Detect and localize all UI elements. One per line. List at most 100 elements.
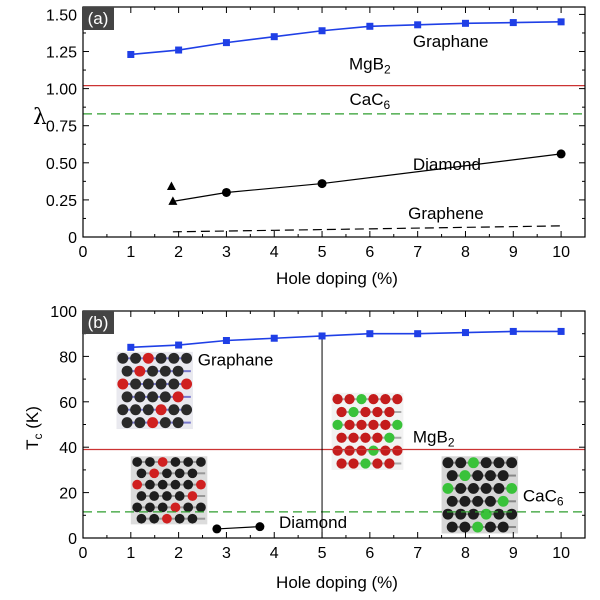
panel-b-series-graphane-point-7: [414, 330, 422, 338]
cac6-structure-atom: [484, 521, 496, 533]
panel-a-x-tick-label: 9: [509, 244, 518, 261]
graphane-structure-atom: [181, 404, 193, 416]
panel-a-annotation-main: Graphene: [408, 204, 484, 223]
graphane-structure-atom: [142, 404, 154, 416]
cac6-structure-atom: [497, 470, 509, 482]
panel-b-annotation-mgb: MgB2: [413, 428, 455, 450]
cac6-structure: [441, 456, 519, 534]
mgb2-structure-atom: [348, 432, 359, 443]
panel-b-insets: [116, 351, 519, 534]
panel-a-y-tick-label: 0: [68, 230, 77, 247]
graphane-structure-atom: [159, 365, 171, 377]
panel-b-x-tick-label: 3: [222, 545, 231, 562]
cac6-structure-atom: [459, 495, 471, 507]
panel-a-series-graphane-point-3: [222, 39, 230, 47]
cac6-structure-atom: [497, 521, 509, 533]
panel-a-x-tick-label: 7: [413, 244, 422, 261]
mgb2-structure-atom: [332, 394, 343, 405]
cac6-structure-atom: [497, 495, 509, 507]
panel-b-series-graphane-point-8: [461, 329, 469, 337]
panel-b-ylabel-main: T: [23, 440, 42, 450]
diamond-structure-atom: [132, 502, 143, 513]
cac6-structure-atom: [467, 508, 479, 520]
graphane-structure-atom: [172, 391, 184, 403]
panel-b-series-graphane-point-3: [222, 337, 230, 345]
cac6-structure-atom: [493, 457, 505, 469]
diamond-structure-atom: [149, 468, 160, 479]
panel-a-y-tick-label: 0.75: [46, 119, 77, 136]
diamond-structure-atom: [183, 457, 194, 467]
mgb2-structure-atom: [348, 458, 359, 469]
graphane-structure-atom: [147, 391, 159, 403]
cac6-structure-atom: [455, 457, 467, 469]
panel-a-label: (a): [82, 7, 114, 30]
graphane-structure-atom: [130, 378, 142, 390]
graphane-structure-atom: [172, 417, 184, 429]
mgb2-structure-atom: [384, 432, 395, 443]
panel-a-x-tick-label: 0: [79, 244, 88, 261]
cac6-structure-atom: [455, 482, 467, 494]
panel-a-ylabel: λ: [33, 105, 47, 130]
diamond-structure-atom: [196, 502, 206, 513]
panel-b-annotation-main: CaC: [523, 487, 557, 506]
panel-a-series-graphane-point-1: [127, 50, 135, 58]
panel-a-ref-label-sub: 2: [384, 62, 391, 76]
panel-b-label-text: (b): [88, 313, 109, 332]
mgb2-structure-atom: [336, 432, 347, 443]
diamond-structure-atom: [170, 457, 181, 467]
graphane-structure-atom: [155, 352, 167, 364]
diamond-structure-background: [130, 456, 208, 525]
panel-b-ylabel: Tc (K): [23, 406, 45, 450]
panel-b-x-tick-label: 2: [174, 545, 183, 562]
panel-b-series-diamond-line: [216, 526, 260, 530]
panel-a-annotation-main: Graphane: [413, 32, 489, 51]
cac6-structure-atom: [506, 457, 518, 469]
panel-a-x-tick-label: 8: [461, 244, 470, 261]
panel-a-x-tick-label: 1: [126, 244, 135, 261]
panel-a-x-tick-label: 10: [552, 244, 570, 261]
cac6-structure-atom: [506, 508, 518, 520]
panel-a-series-graphane-point-9: [509, 19, 517, 27]
graphane-structure-atom: [121, 417, 133, 429]
mgb2-structure-atom: [356, 394, 367, 405]
graphane-structure-atom: [142, 352, 154, 364]
diamond-structure-atom: [183, 502, 194, 513]
panel-b-series-graphane-point-6: [366, 330, 374, 338]
graphane-structure-atom: [117, 378, 129, 390]
cac6-structure-atom: [493, 508, 505, 520]
panel-a-series-graphene-line: [172, 225, 562, 233]
panel-a-x-tick-label: 5: [318, 244, 327, 261]
panel-a-y-tick-label: 1.00: [46, 82, 77, 99]
panel-a-ref-label-main: CaC: [350, 90, 384, 109]
cac6-structure-background: [441, 456, 519, 534]
mgb2-structure-background: [331, 392, 404, 470]
mgb2-structure-atom: [360, 406, 371, 418]
cac6-structure-atom: [480, 457, 492, 469]
panel-a-x-tick-label: 2: [174, 244, 183, 261]
panel-a-ref-label-main: MgB: [349, 54, 384, 73]
panel-b-x-tick-label: 8: [461, 545, 470, 562]
cac6-structure-atom: [493, 482, 505, 494]
panel-a-xlabel: Hole doping (%): [276, 269, 398, 288]
graphane-structure-atom: [134, 365, 146, 377]
panel-b-x-tick-label: 5: [318, 545, 327, 562]
panel-a-series-graphane-point-7: [414, 21, 422, 29]
mgb2-structure-atom: [348, 406, 359, 418]
diamond-structure-atom: [170, 502, 181, 513]
cac6-structure-atom: [446, 521, 458, 533]
panel-a-label-text: (a): [88, 9, 109, 28]
mgb2-structure: [331, 392, 404, 470]
mgb2-structure-atom: [368, 419, 379, 431]
panel-b-annotation-sub: 6: [557, 495, 564, 509]
diamond-structure-atom: [145, 457, 155, 467]
diamond-structure-atom: [149, 513, 160, 524]
mgb2-structure-atom: [360, 458, 371, 469]
graphane-structure-atom: [117, 352, 129, 364]
panel-b-series-graphane-point-5: [318, 332, 326, 340]
panel-b-annotation-main: MgB: [413, 428, 448, 447]
panel-b-annotation-main: Graphane: [198, 350, 274, 369]
graphane-structure-atom: [172, 365, 184, 377]
panel-b-ylabel-suffix: (K): [23, 406, 42, 433]
